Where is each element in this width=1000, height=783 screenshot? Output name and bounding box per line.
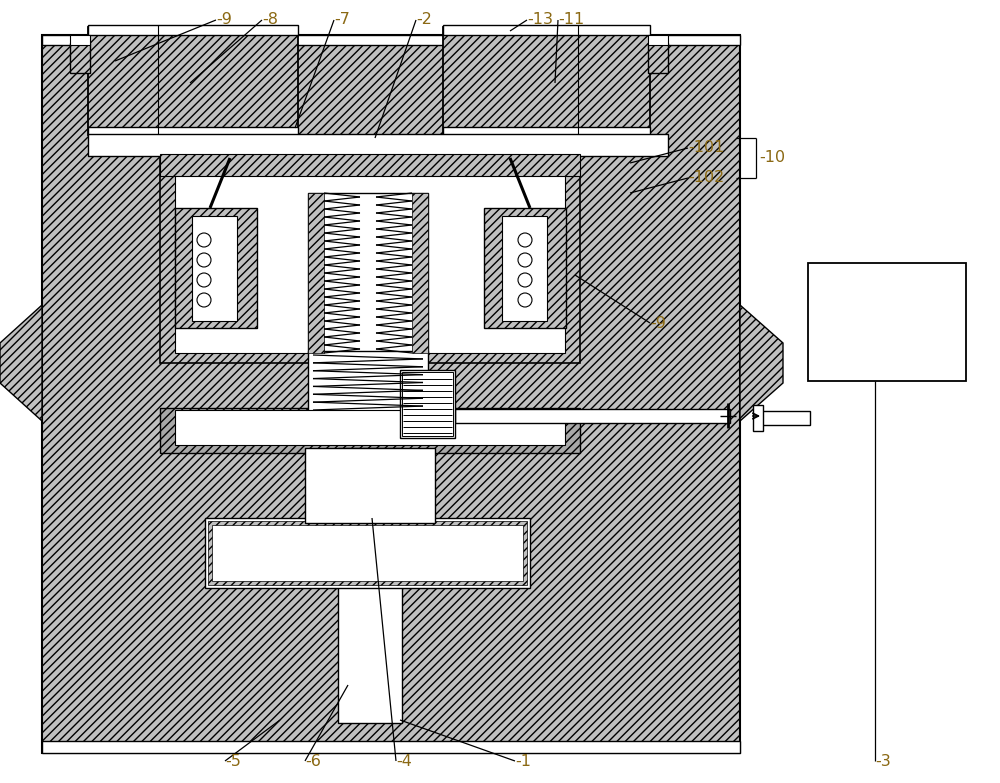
Bar [484, 208, 566, 328]
Circle shape [518, 273, 532, 287]
Bar [88, 27, 298, 135]
Bar [502, 216, 547, 321]
Bar [305, 448, 435, 523]
Circle shape [197, 293, 211, 307]
Text: -8: -8 [262, 13, 278, 27]
Text: -9: -9 [650, 316, 666, 330]
Bar [175, 208, 257, 328]
Bar [308, 193, 324, 353]
Circle shape [518, 293, 532, 307]
Bar [648, 35, 668, 45]
Bar [42, 35, 740, 753]
Bar [70, 35, 90, 45]
Bar [443, 127, 650, 135]
Text: -9: -9 [216, 13, 232, 27]
Circle shape [197, 253, 211, 267]
Bar [175, 410, 565, 445]
Bar [192, 216, 237, 321]
Circle shape [197, 273, 211, 287]
Text: -6: -6 [305, 753, 321, 768]
Polygon shape [740, 305, 783, 421]
Bar [70, 43, 90, 73]
Bar [753, 405, 763, 431]
Bar [212, 525, 523, 581]
Bar [160, 154, 580, 176]
Circle shape [197, 233, 211, 247]
Text: -10: -10 [759, 150, 785, 165]
Bar [308, 193, 428, 353]
Bar [648, 43, 668, 73]
Circle shape [518, 233, 532, 247]
Text: -4: -4 [396, 753, 412, 768]
Text: -102: -102 [688, 171, 724, 186]
Text: -5: -5 [225, 753, 241, 768]
Text: -3: -3 [875, 753, 891, 768]
Text: -101: -101 [688, 140, 724, 156]
Bar [205, 518, 530, 588]
Bar [443, 25, 650, 35]
Bar [338, 448, 402, 723]
Text: -11: -11 [558, 13, 584, 27]
Bar [160, 408, 580, 453]
Text: -1: -1 [515, 753, 531, 768]
Bar [175, 158, 565, 353]
Bar [400, 370, 455, 438]
Text: -7: -7 [334, 13, 350, 27]
Bar [455, 409, 730, 423]
Bar [88, 25, 298, 35]
Bar [42, 741, 740, 753]
Bar [760, 411, 810, 425]
Polygon shape [0, 305, 42, 421]
Bar [88, 127, 298, 135]
Bar [402, 372, 453, 436]
Bar [808, 263, 966, 381]
Bar [208, 521, 527, 585]
Bar [160, 153, 580, 363]
Bar [88, 134, 668, 156]
Text: -13: -13 [527, 13, 553, 27]
Bar [308, 351, 428, 413]
Text: -2: -2 [416, 13, 432, 27]
Bar [443, 27, 650, 135]
Circle shape [518, 253, 532, 267]
Bar [412, 193, 428, 353]
Bar [42, 35, 740, 45]
